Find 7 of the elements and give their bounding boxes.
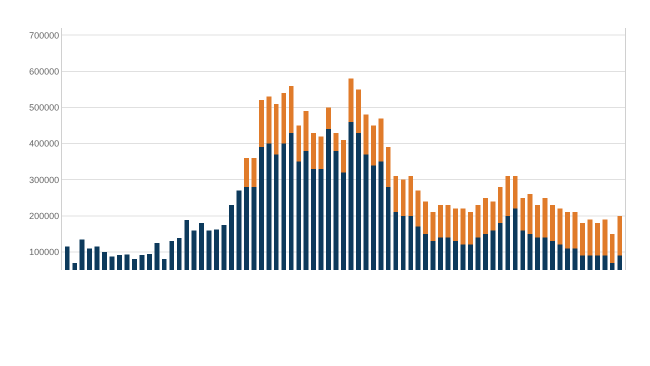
y-tick-label: 200000 (29, 210, 60, 221)
y-tick-label: 700000 (29, 30, 60, 40)
y-tick-label: 100000 (29, 247, 60, 258)
y-tick-label: 600000 (29, 66, 60, 76)
y-tick-label: 400000 (29, 138, 60, 149)
y-tick-label: 500000 (29, 102, 60, 113)
y-tick-label: 300000 (29, 174, 60, 185)
